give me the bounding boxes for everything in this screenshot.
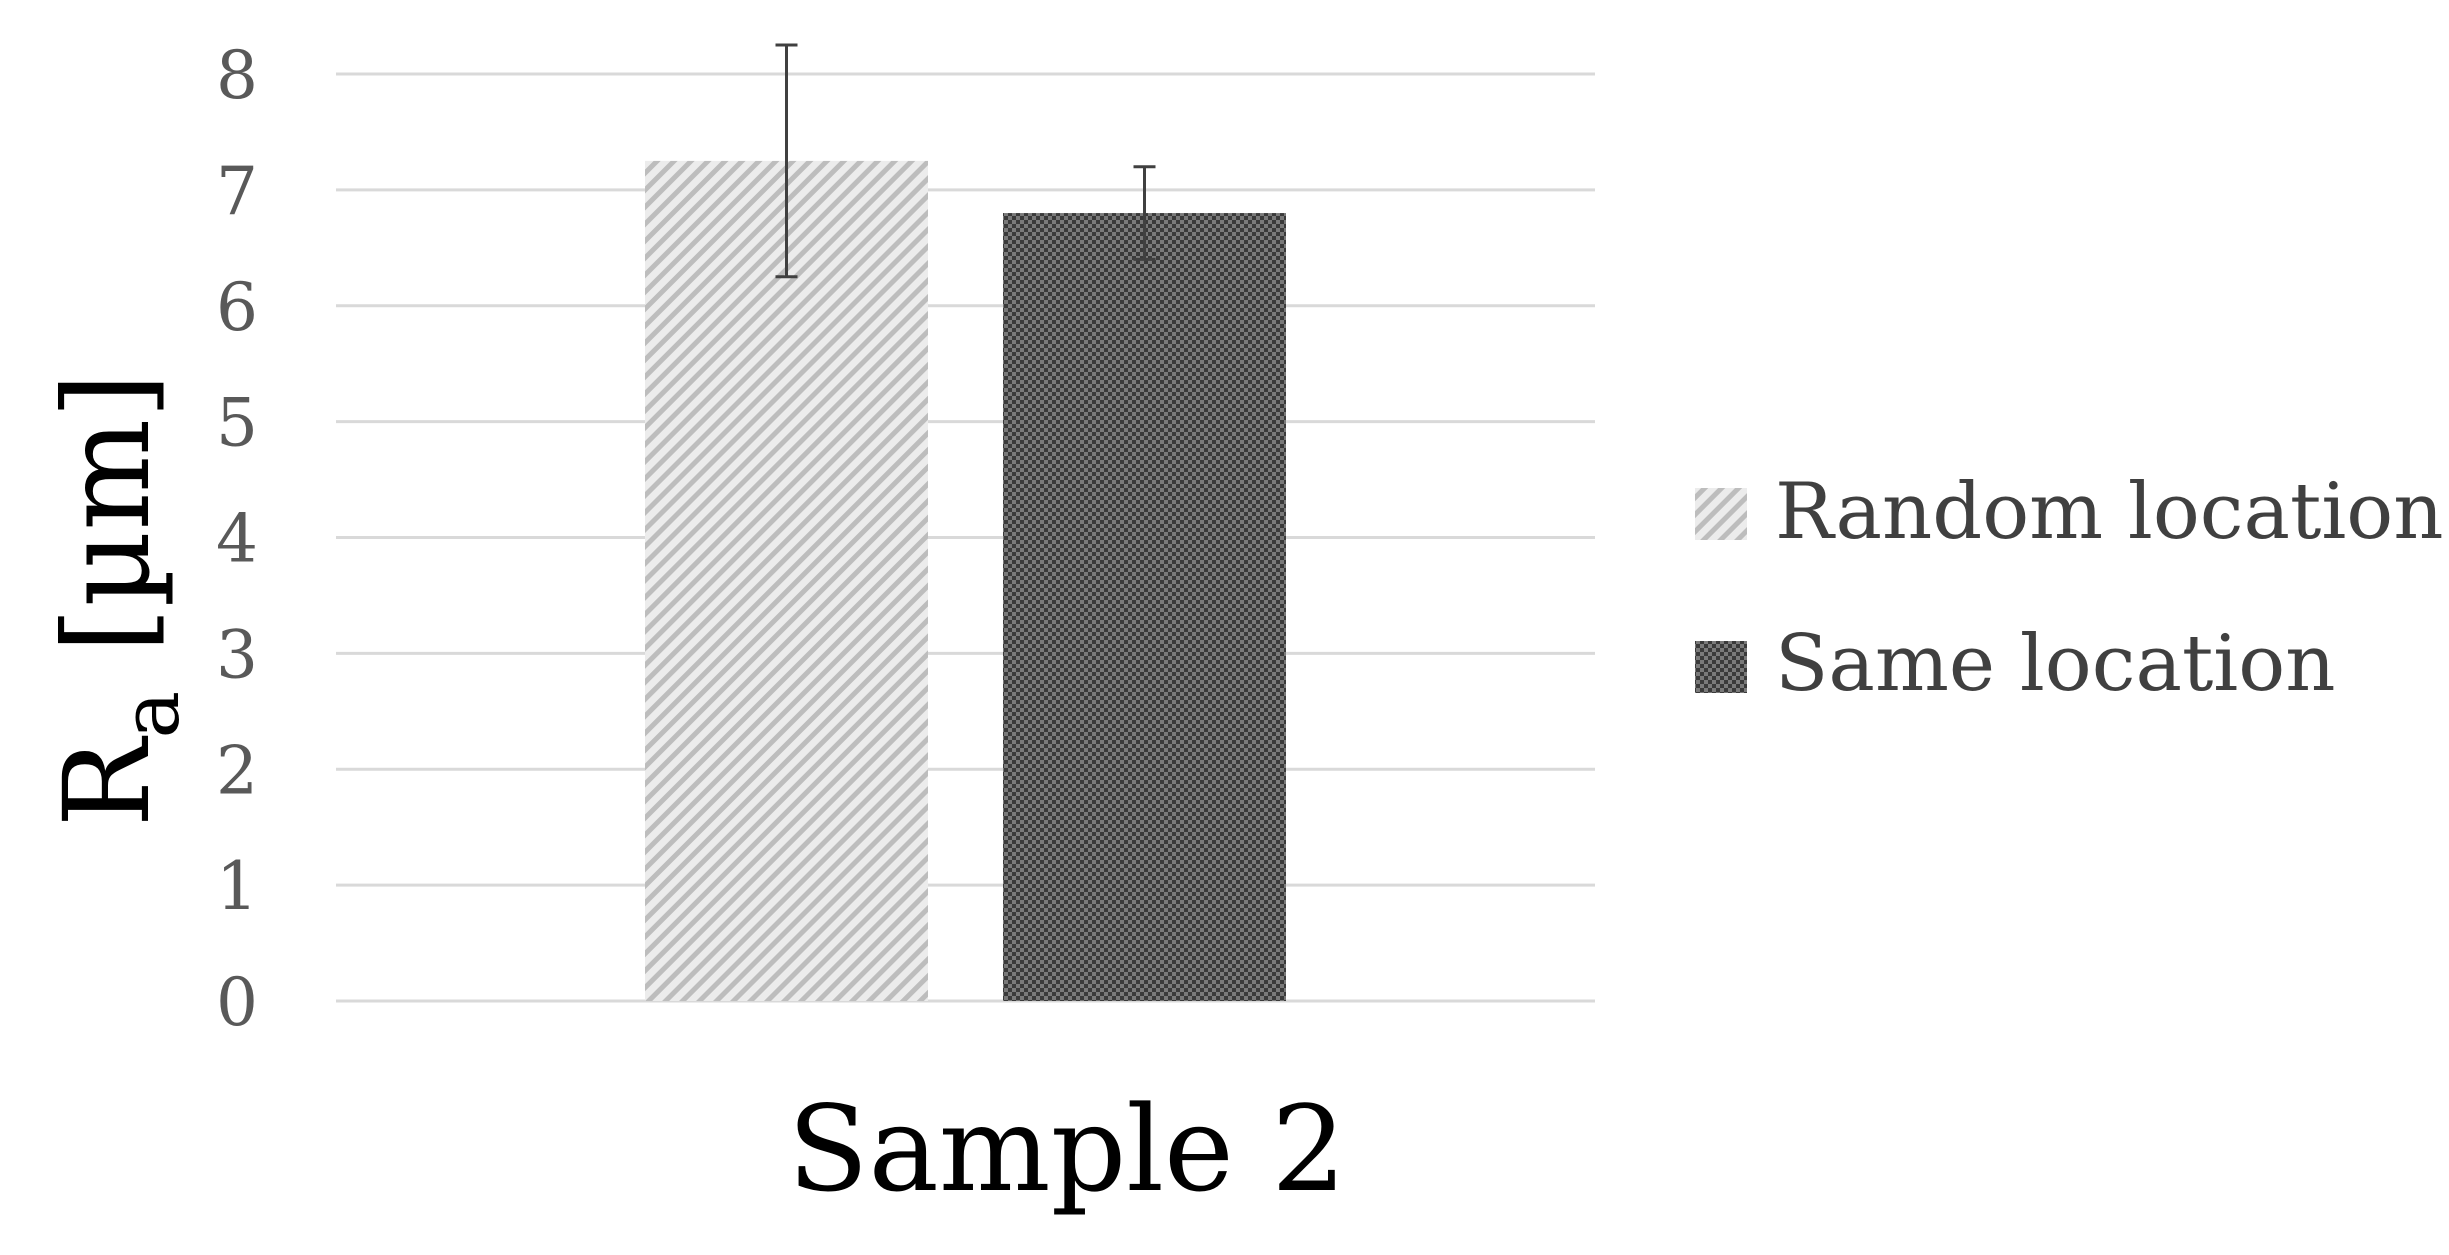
error-bar-same-location (1133, 165, 1156, 261)
legend-swatch-same (1695, 641, 1747, 693)
y-axis-title-subscript: a (104, 691, 197, 739)
x-category-label: Sample 2 (788, 1080, 1347, 1218)
y-axis-title: Ra [µm] (38, 373, 197, 828)
gridlines (336, 72, 1595, 1003)
legend-label-random: Random location (1775, 467, 2443, 557)
y-tick-label: 3 (216, 616, 258, 693)
error-bar-random-location (775, 43, 798, 279)
y-tick-labels: 0 1 2 3 4 5 6 7 8 (216, 37, 258, 1041)
bar-random-location (645, 160, 928, 1001)
y-tick-label: 5 (216, 385, 258, 462)
y-axis-title-main: R (38, 735, 176, 827)
bars (645, 160, 1286, 1002)
y-tick-label: 1 (216, 848, 258, 925)
y-tick-label: 0 (216, 964, 258, 1041)
y-tick-label: 4 (216, 501, 258, 578)
error-bars (775, 43, 1156, 279)
y-tick-label: 2 (216, 732, 258, 809)
y-tick-label: 7 (216, 153, 258, 230)
legend-swatch-random (1695, 488, 1747, 540)
legend: Random location Same location (1695, 467, 2443, 709)
bar-same-location (1003, 213, 1286, 1002)
y-axis-title-unit: [µm] (38, 373, 176, 691)
legend-label-same: Same location (1775, 619, 2335, 709)
y-tick-label: 8 (216, 37, 258, 114)
y-tick-label: 6 (216, 269, 258, 346)
